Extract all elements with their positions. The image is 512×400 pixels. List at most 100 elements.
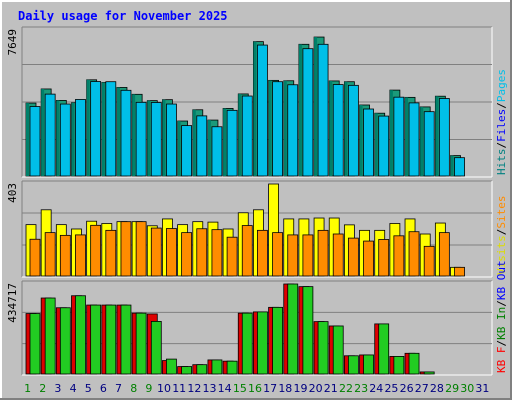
legend-label: Visits/Sites [495, 196, 508, 276]
x-label-day-31: 31 [475, 382, 489, 395]
bar-kb-in-day-2 [44, 297, 56, 375]
bar-shade [344, 81, 348, 176]
legend-label-part: / [495, 300, 508, 307]
x-label-day-21: 21 [324, 382, 338, 395]
x-label-day-3: 3 [54, 382, 61, 395]
bar-shade [359, 104, 363, 176]
bar-kb-in-day-17 [272, 306, 283, 375]
bar-pages-day-13 [211, 126, 223, 177]
legend-label-part: Files [495, 109, 508, 142]
bar-shade [420, 106, 424, 176]
bar-shade [389, 90, 393, 176]
bar-pages-day-22 [347, 84, 359, 177]
bar-kb-in-day-26 [408, 352, 420, 375]
bar-shade [147, 100, 151, 176]
bar-sites-day-11 [181, 232, 193, 277]
bar-kb-in-day-11 [181, 366, 193, 375]
bar-shade [101, 82, 105, 176]
bar-pages-day-11 [181, 125, 193, 177]
bar-sites-day-24 [378, 239, 390, 277]
bar-sites-day-21 [332, 233, 344, 277]
legend-label: KB F/KB In/KB Out [495, 260, 508, 373]
x-label-day-22: 22 [339, 382, 353, 395]
bar-shade [238, 93, 242, 176]
bar-sites-day-8 [135, 221, 147, 277]
bar-pages-day-23 [363, 108, 374, 177]
bar-pages-day-9 [150, 102, 162, 177]
x-label-day-20: 20 [309, 382, 323, 395]
x-label-day-2: 2 [39, 382, 46, 395]
bar-pages-day-4 [75, 99, 86, 177]
bar-sites-day-3 [59, 234, 71, 277]
bar-shade [207, 120, 211, 176]
bar-sites-day-25 [393, 235, 405, 277]
bar-sites-day-9 [150, 227, 162, 277]
x-label-day-25: 25 [384, 382, 398, 395]
legend-label: Hits/Files/Pages [495, 69, 508, 175]
bar-pages-day-15 [241, 95, 253, 177]
bar-pages-day-27 [423, 111, 435, 177]
bar-shade [253, 41, 257, 176]
bar-shade [56, 100, 60, 176]
bar-sites-day-2 [44, 232, 56, 277]
legend-label-part: / [495, 340, 508, 347]
legend-label-part: / [495, 142, 508, 149]
bar-shade [116, 87, 120, 176]
bar-kb-in-day-9 [150, 321, 162, 375]
bar-pages-day-12 [196, 115, 208, 177]
bar-pages-day-17 [272, 81, 283, 177]
bar-shade [298, 44, 302, 176]
bar-pages-day-14 [226, 109, 238, 177]
bar-sites-day-29 [454, 266, 465, 277]
x-label-day-24: 24 [369, 382, 383, 395]
bar-kb-in-day-24 [378, 323, 390, 375]
bar-kb-in-day-18 [287, 283, 299, 375]
bar-shade [26, 103, 29, 176]
x-label-day-18: 18 [278, 382, 292, 395]
bar-pages-day-28 [438, 98, 450, 177]
x-label-day-27: 27 [415, 382, 429, 395]
bar-pages-day-16 [257, 44, 268, 177]
bar-pages-day-25 [393, 96, 405, 177]
bar-pages-day-29 [454, 157, 465, 177]
bar-kb-in-day-12 [196, 364, 208, 375]
bar-kb-in-day-3 [59, 307, 71, 375]
bar-sites-day-27 [423, 245, 435, 277]
bar-kb-in-day-27 [423, 371, 435, 375]
bar-shade [192, 109, 196, 176]
bar-shade [223, 108, 227, 176]
ytick-label: 434717 [6, 283, 19, 323]
x-label-day-11: 11 [172, 382, 186, 395]
x-label-day-19: 19 [293, 382, 307, 395]
bar-sites-day-23 [363, 240, 374, 277]
bar-sites-day-10 [166, 228, 177, 277]
panel-middle: 403 Visits/Sites [6, 180, 508, 278]
bar-pages-day-24 [378, 115, 390, 177]
bar-kb-in-day-19 [302, 286, 314, 375]
bar-pages-day-7 [120, 89, 132, 177]
legend-label-part: Visits [495, 235, 508, 275]
bar-shade [268, 80, 272, 176]
bar-sites-day-13 [211, 229, 223, 277]
bar-shade [177, 121, 181, 176]
x-label-day-12: 12 [187, 382, 201, 395]
bar-kb-in-day-25 [393, 356, 405, 375]
bar-pages-day-19 [302, 48, 314, 177]
bar-pages-day-8 [135, 101, 147, 177]
panel-top: 7649 Hits/Files/Pages [6, 26, 508, 178]
bar-kb-in-day-15 [241, 312, 253, 375]
bar-kb-in-day-6 [105, 304, 117, 375]
ytick-label: 7649 [6, 29, 19, 56]
bar-pages-day-5 [90, 81, 102, 177]
bar-sites-day-17 [272, 232, 283, 277]
bar-sites-day-14 [226, 236, 238, 277]
bar-shade [86, 79, 90, 176]
bar-kb-in-day-13 [211, 359, 223, 375]
x-label-day-23: 23 [354, 382, 368, 395]
x-label-day-5: 5 [85, 382, 92, 395]
bar-sites-day-1 [29, 238, 41, 277]
bar-sites-day-22 [347, 237, 359, 277]
bar-sites-day-7 [120, 221, 132, 277]
